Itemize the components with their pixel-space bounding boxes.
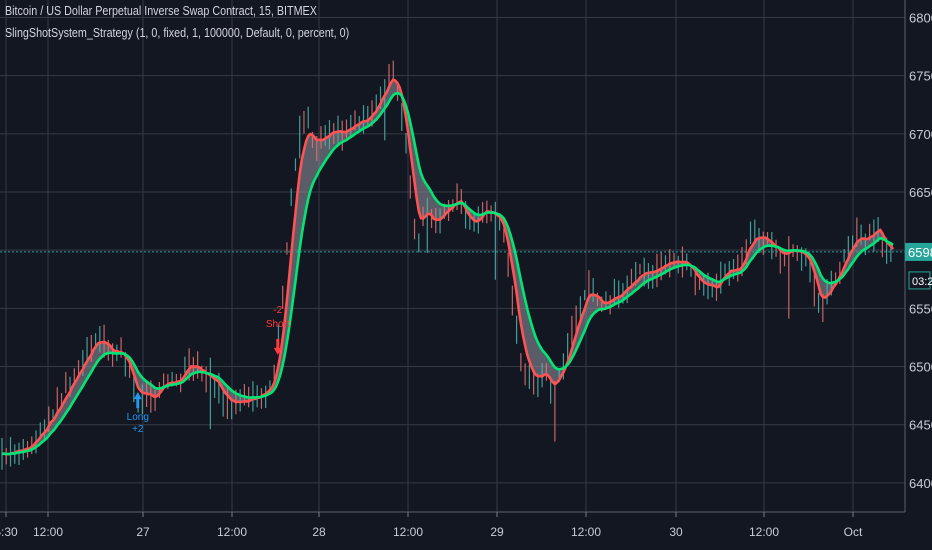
time-tick-label: Oct [844,525,863,539]
short-signal-label: Short [266,319,290,330]
price-tick-label: 6400.0 [909,476,932,491]
price-tick-label: 6650.0 [909,185,932,200]
time-axis-bg [0,512,932,550]
slow-ema-line [1,91,894,456]
last-price-label: 6598.5 [908,245,932,260]
long-arrow [133,392,142,409]
price-tick-label: 6450.0 [909,418,932,433]
time-tick-label: 12:00 [571,525,601,539]
ema-lines [1,78,895,456]
countdown-label: 03:28 [912,276,932,288]
grid-lines [0,0,905,512]
price-axis[interactable]: 6800.06750.06700.06650.06600.06550.06500… [904,0,932,550]
time-tick-label: 12:00 [393,525,423,539]
time-tick-label: 12:00 [749,525,779,539]
price-tick-label: 6550.0 [909,301,932,316]
price-tick-label: 6500.0 [909,360,932,375]
short-arrow [273,338,282,355]
time-axis[interactable]: 5:30 12:00 27 12:00 28 12:00 29 12:00 30 12:00 Oct [0,511,932,550]
last-price-tag [905,242,932,261]
time-tick-label: 12:00 [33,525,63,539]
time-tick-label: 5:30 [0,525,18,539]
candle-wicks [1,60,892,470]
long-signal-qty: +2 [132,424,144,435]
time-tick-label: 30 [669,525,683,539]
short-signal-qty: -2 [273,305,282,316]
strategy-label[interactable]: SlingShotSystem_Strategy (1, 0, fixed, 1… [5,26,350,40]
time-tick-label: 27 [136,525,150,539]
symbol-title: Bitcoin / US Dollar Perpetual Inverse Sw… [5,4,317,18]
time-tick-label: 12:00 [217,525,247,539]
fast-ema-line [1,78,895,456]
price-tick-label: 6700.0 [909,127,932,142]
countdown-tag [908,271,931,290]
trade-signals: Long+2 -2 Short [127,305,290,435]
long-signal-label: Long [127,412,149,423]
time-tick-label: 29 [490,525,504,539]
price-tick-label: 6750.0 [909,69,932,84]
price-tick-label: 6800.0 [909,10,932,25]
time-tick-label: 28 [312,525,326,539]
